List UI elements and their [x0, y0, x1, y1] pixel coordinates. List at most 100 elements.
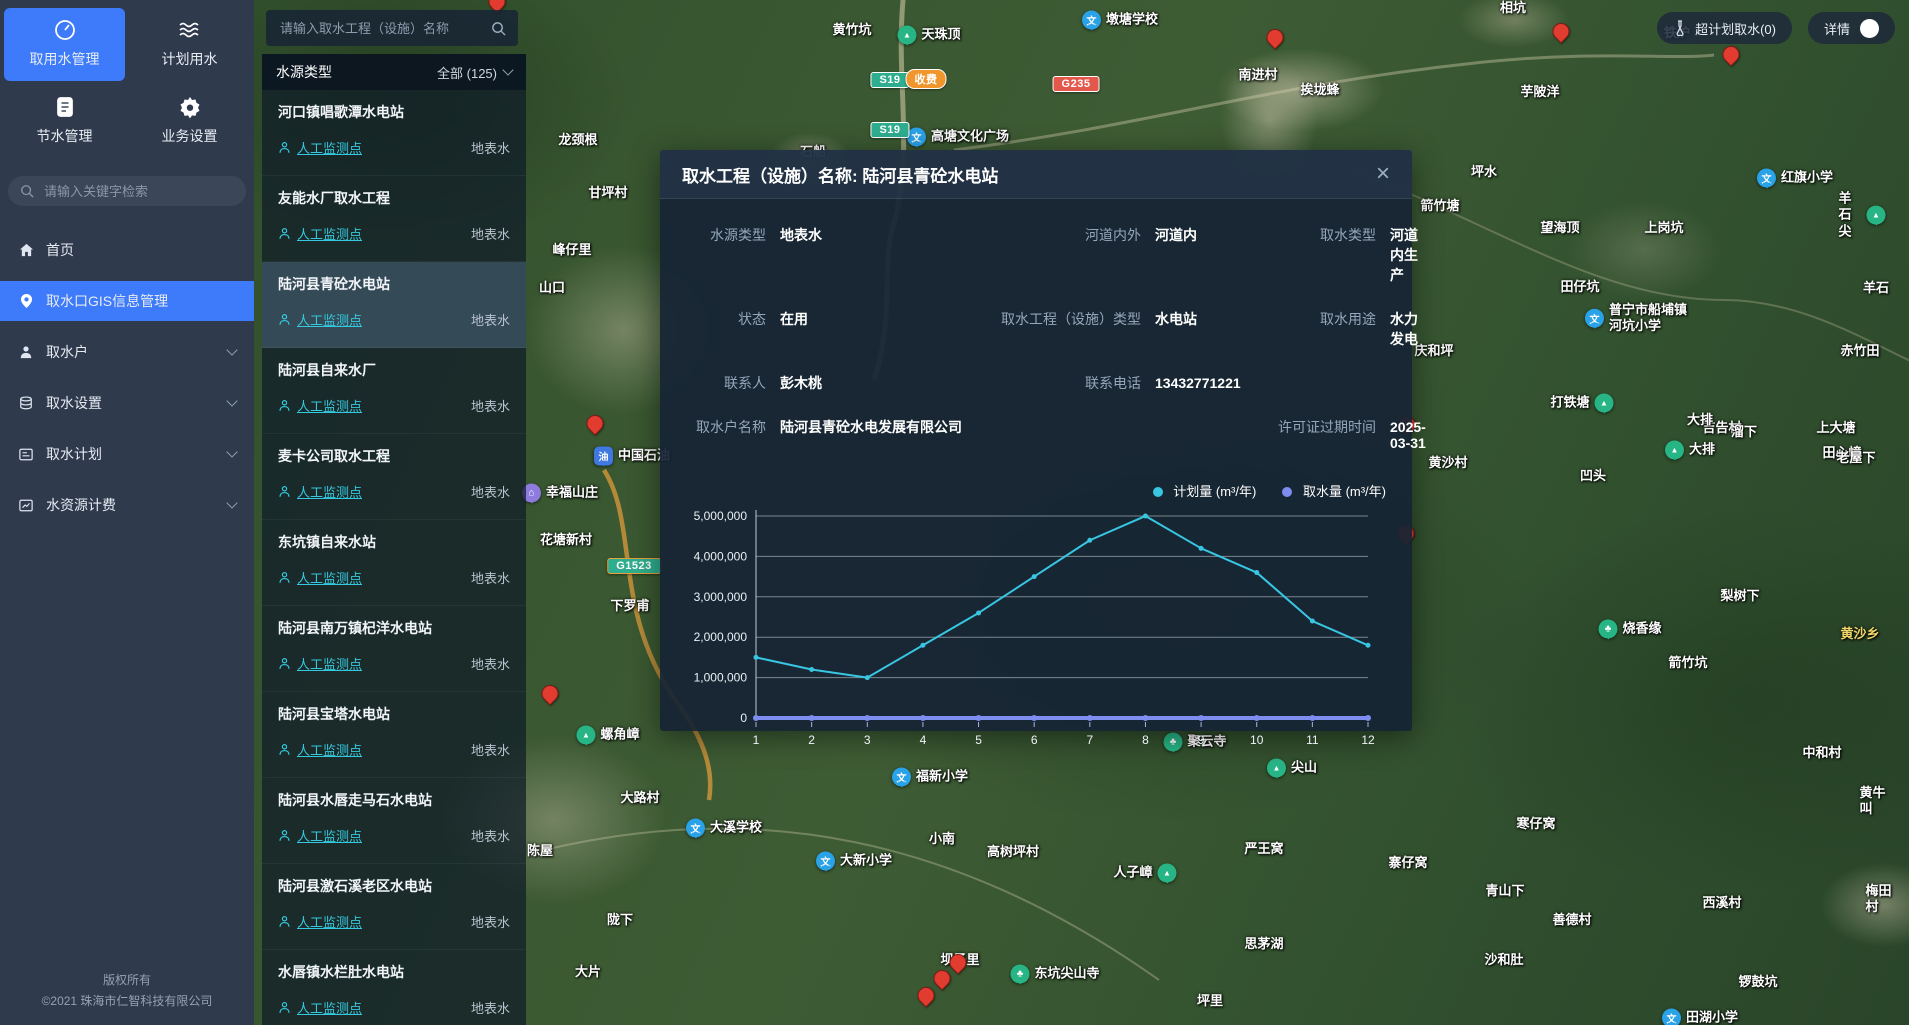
- svg-text:6: 6: [1031, 733, 1038, 747]
- water-source-type: 地表水: [470, 227, 510, 242]
- flask-icon: [1673, 20, 1687, 36]
- station-name: 水唇镇水栏肚水电站: [278, 964, 404, 980]
- monitor-point-link[interactable]: 人工监测点: [278, 826, 362, 845]
- water-source-type: 地表水: [470, 485, 510, 500]
- legend-dot-planned: [1152, 487, 1163, 497]
- monitor-point-link[interactable]: 人工监测点: [278, 998, 362, 1017]
- legend-actual[interactable]: 取水量 (m³/年): [1282, 481, 1386, 500]
- water-source-type: 地表水: [470, 657, 510, 672]
- red-marker-pin[interactable]: [945, 950, 971, 975]
- field-water-source: 水源类型 地表水: [710, 227, 822, 243]
- list-item[interactable]: 水唇镇水栏肚水电站 人工监测点 地表水: [262, 950, 526, 1025]
- sidebar-item-label: 首页: [46, 242, 74, 258]
- module-label: 计划用水: [161, 51, 218, 67]
- person-icon: [279, 142, 290, 153]
- detail-toggle-label: 详情: [1823, 21, 1850, 37]
- sidebar-menu: 首页 取水口GIS信息管理 取水户 取水设置: [0, 230, 254, 536]
- svg-text:3,000,000: 3,000,000: [694, 590, 748, 604]
- red-marker-pin[interactable]: [1718, 42, 1744, 67]
- list-item[interactable]: 麦卡公司取水工程 人工监测点 地表水: [262, 434, 526, 520]
- water-source-type: 地表水: [470, 915, 510, 930]
- red-marker-pin[interactable]: [913, 983, 939, 1008]
- field-intake-type: 取水类型 河道内生产: [1320, 227, 1418, 283]
- station-name: 河口镇唱歌潭水电站: [278, 104, 404, 120]
- svg-text:12: 12: [1361, 733, 1375, 747]
- red-marker-pin[interactable]: [537, 681, 563, 706]
- red-marker-pin[interactable]: [1548, 19, 1574, 44]
- monitor-point-link[interactable]: 人工监测点: [278, 396, 362, 415]
- list-item[interactable]: 陆河县自来水厂 人工监测点 地表水: [262, 348, 526, 434]
- keyword-search-box[interactable]: [8, 176, 246, 206]
- field-facility-type: 取水工程（设施）类型 水电站: [1001, 311, 1197, 327]
- field-owner-name: 取水户名称 陆河县青砼水电发展有限公司: [696, 419, 962, 435]
- module-water-intake-mgmt[interactable]: 取用水管理: [4, 8, 125, 81]
- list-item[interactable]: 陆河县激石溪老区水电站 人工监测点 地表水: [262, 864, 526, 950]
- list-item[interactable]: 陆河县南万镇杞洋水电站 人工监测点 地表水: [262, 606, 526, 692]
- toggle-knob[interactable]: [1860, 18, 1879, 38]
- module-water-saving[interactable]: 节水管理: [4, 85, 125, 158]
- water-source-type: 地表水: [470, 313, 510, 328]
- search-icon[interactable]: [491, 21, 506, 36]
- monitor-point-link[interactable]: 人工监测点: [278, 138, 362, 157]
- monitor-point-link[interactable]: 人工监测点: [278, 310, 362, 329]
- chevron-down-icon: [226, 446, 238, 458]
- module-planned-water[interactable]: 计划用水: [129, 8, 250, 81]
- filter-label: 水源类型: [276, 64, 332, 80]
- svg-text:4,000,000: 4,000,000: [694, 549, 748, 563]
- list-item[interactable]: 河口镇唱歌潭水电站 人工监测点 地表水: [262, 90, 526, 176]
- sidebar-item-billing[interactable]: 水资源计费: [0, 485, 254, 525]
- monitor-point-link[interactable]: 人工监测点: [278, 568, 362, 587]
- station-name: 陆河县南万镇杞洋水电站: [278, 620, 432, 636]
- sidebar-item-home[interactable]: 首页: [0, 230, 254, 270]
- field-phone: 联系电话 13432771221: [1085, 375, 1241, 391]
- keyword-search-input[interactable]: [42, 182, 234, 200]
- field-empty: [1266, 373, 1426, 393]
- red-marker-pin[interactable]: [929, 966, 955, 991]
- legend-dot-actual: [1282, 487, 1293, 497]
- list-item[interactable]: 陆河县宝塔水电站 人工监测点 地表水: [262, 692, 526, 778]
- station-search-box[interactable]: [266, 10, 518, 46]
- monitor-point-link[interactable]: 人工监测点: [278, 482, 362, 501]
- list-filter-header: 水源类型 全部 (125): [262, 54, 526, 90]
- svg-text:2: 2: [808, 733, 815, 747]
- station-name: 陆河县青砼水电站: [278, 276, 390, 292]
- monitor-point-link[interactable]: 人工监测点: [278, 224, 362, 243]
- station-list-panel: 水源类型 全部 (125) 河口镇唱歌潭水电站 人工监测点 地表水 友能水厂取水…: [258, 0, 526, 1025]
- detail-toggle[interactable]: 详情: [1807, 12, 1895, 44]
- station-name: 东坑镇自来水站: [278, 534, 376, 550]
- module-business-settings[interactable]: 业务设置: [129, 85, 250, 158]
- sidebar-item-intake-plan[interactable]: 取水计划: [0, 434, 254, 474]
- sidebar-item-water-users[interactable]: 取水户: [0, 332, 254, 372]
- water-source-type: 地表水: [470, 399, 510, 414]
- monitor-point-link[interactable]: 人工监测点: [278, 654, 362, 673]
- red-marker-pin[interactable]: [1262, 25, 1288, 50]
- sidebar-item-intake-settings[interactable]: 取水设置: [0, 383, 254, 423]
- station-name: 陆河县水唇走马石水电站: [278, 792, 432, 808]
- legend-planned[interactable]: 计划量 (m³/年): [1152, 481, 1256, 500]
- monitor-point-link[interactable]: 人工监测点: [278, 740, 362, 759]
- waves-icon: [177, 18, 203, 42]
- station-fields: 水源类型 地表水 河道内外 河道内 取水类型 河道内生产 状态 在用 取水工程（…: [660, 199, 1426, 461]
- monitor-point-link[interactable]: 人工监测点: [278, 912, 362, 931]
- search-icon: [20, 184, 34, 198]
- home-icon: [18, 243, 34, 257]
- sidebar-item-gis[interactable]: 取水口GIS信息管理: [0, 281, 254, 321]
- water-source-type: 地表水: [470, 1001, 510, 1016]
- card-icon: [18, 448, 34, 461]
- red-marker-pin[interactable]: [582, 411, 608, 436]
- list-item[interactable]: 友能水厂取水工程 人工监测点 地表水: [262, 176, 526, 262]
- over-plan-button[interactable]: 超计划取水(0): [1657, 12, 1792, 44]
- chevron-down-icon: [226, 497, 238, 509]
- close-icon[interactable]: ×: [1375, 160, 1390, 187]
- svg-text:1,000,000: 1,000,000: [694, 671, 748, 685]
- station-name: 陆河县激石溪老区水电站: [278, 878, 432, 894]
- station-name: 陆河县自来水厂: [278, 362, 376, 378]
- list-item[interactable]: 东坑镇自来水站 人工监测点 地表水: [262, 520, 526, 606]
- person-icon: [279, 572, 290, 583]
- station-name: 麦卡公司取水工程: [278, 448, 390, 464]
- station-search-input[interactable]: [278, 19, 483, 37]
- field-river-inout: 河道内外 河道内: [1085, 227, 1197, 243]
- list-item[interactable]: 陆河县青砼水电站 人工监测点 地表水: [262, 262, 526, 348]
- list-item[interactable]: 陆河县水唇走马石水电站 人工监测点 地表水: [262, 778, 526, 864]
- filter-dropdown[interactable]: 全部 (125): [437, 63, 514, 82]
